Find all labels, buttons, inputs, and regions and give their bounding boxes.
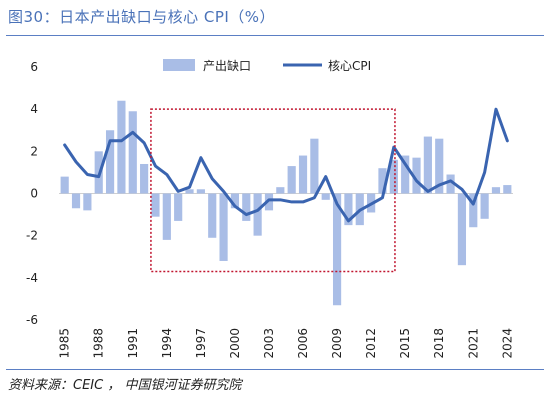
output-gap-bar	[128, 111, 137, 194]
core-cpi-line	[63, 107, 509, 223]
output-gap-bar	[264, 193, 274, 211]
output-gap-bar	[219, 193, 228, 261]
x-tick-label: 1997	[194, 328, 208, 359]
output-gap-bar	[287, 166, 296, 194]
output-gap-bar	[60, 176, 69, 194]
output-gap-bar	[435, 138, 444, 194]
y-tick-label: 2	[30, 144, 38, 158]
x-tick-label: 1985	[58, 328, 72, 359]
output-gap-bar	[208, 193, 217, 238]
output-gap-bar	[503, 185, 512, 194]
output-gap-bar	[321, 193, 330, 200]
x-tick-label: 1994	[160, 328, 174, 359]
x-tick-label: 1988	[92, 328, 106, 359]
output-gap-bar	[344, 193, 353, 226]
output-gap-bar	[162, 193, 171, 240]
output-gap-bar	[140, 163, 149, 194]
output-gap-bar	[378, 168, 387, 194]
title-rule	[6, 35, 544, 36]
x-tick-label: 2012	[364, 328, 378, 359]
y-tick-label: -2	[26, 229, 38, 243]
output-gap-bar	[298, 155, 308, 194]
output-gap-bar	[480, 193, 489, 219]
highlight-box	[150, 108, 396, 273]
y-tick-label: -4	[26, 271, 38, 285]
x-tick-label: 1991	[126, 328, 140, 359]
output-gap-bar	[491, 187, 501, 194]
y-tick-label: 0	[30, 187, 38, 201]
x-tick-label: 2024	[500, 328, 514, 359]
output-gap-bar	[332, 193, 342, 306]
output-gap-bar	[230, 193, 240, 209]
highlight-box-group	[150, 108, 396, 273]
source-note: 资料来源：CEIC ， 中国银河证券研究院	[8, 378, 242, 393]
x-tick-label: 2018	[432, 328, 446, 359]
output-gap-bar	[185, 189, 194, 194]
output-gap-bar	[412, 157, 421, 194]
output-gap-bar	[469, 193, 478, 228]
output-gap-bar	[105, 130, 115, 194]
legend-bar-swatch	[163, 59, 195, 71]
output-gap-bar	[242, 193, 251, 221]
output-gap-bar	[401, 155, 410, 194]
y-tick-label: 4	[30, 102, 38, 116]
output-gap-bar	[71, 193, 81, 209]
y-tick-label: 6	[30, 60, 38, 74]
x-tick-label: 2006	[296, 328, 310, 359]
x-tick-label: 2000	[228, 328, 242, 359]
output-gap-bar	[83, 193, 92, 211]
output-gap-bar	[457, 193, 467, 266]
legend-bar-label: 产出缺口	[203, 58, 251, 73]
x-axis-ticks: 1985 1988 1991 1994 1997 2000 2003 2006 2009 2012…	[58, 328, 515, 359]
x-tick-label: 2009	[330, 328, 344, 359]
output-gap-bar	[253, 193, 262, 236]
output-gap-bar	[117, 100, 126, 194]
output-gap-bar	[446, 174, 455, 194]
y-tick-label: -6	[26, 313, 38, 327]
output-gap-bar	[423, 136, 432, 194]
output-gap-bar	[174, 193, 183, 221]
source-rule	[6, 369, 544, 370]
x-tick-label: 2003	[262, 328, 276, 359]
x-tick-label: 2015	[398, 328, 412, 359]
legend-line-label: 核心CPI	[328, 59, 371, 73]
output-gap-bar	[151, 193, 160, 217]
output-gap-bar	[389, 159, 398, 194]
output-gap-bar	[196, 189, 205, 194]
x-tick-label: 2021	[466, 328, 480, 359]
y-axis-ticks: -6 -4 -2 0 2 4 6	[26, 60, 38, 327]
legend: 产出缺口 核心CPI	[163, 58, 371, 73]
core-cpi-line-group	[63, 107, 509, 223]
output-gap-bars	[60, 100, 512, 306]
output-gap-bar	[310, 138, 319, 194]
figure-title: 图30：日本产出缺口与核心 CPI（%）	[8, 8, 276, 26]
output-gap-bar	[276, 187, 285, 194]
